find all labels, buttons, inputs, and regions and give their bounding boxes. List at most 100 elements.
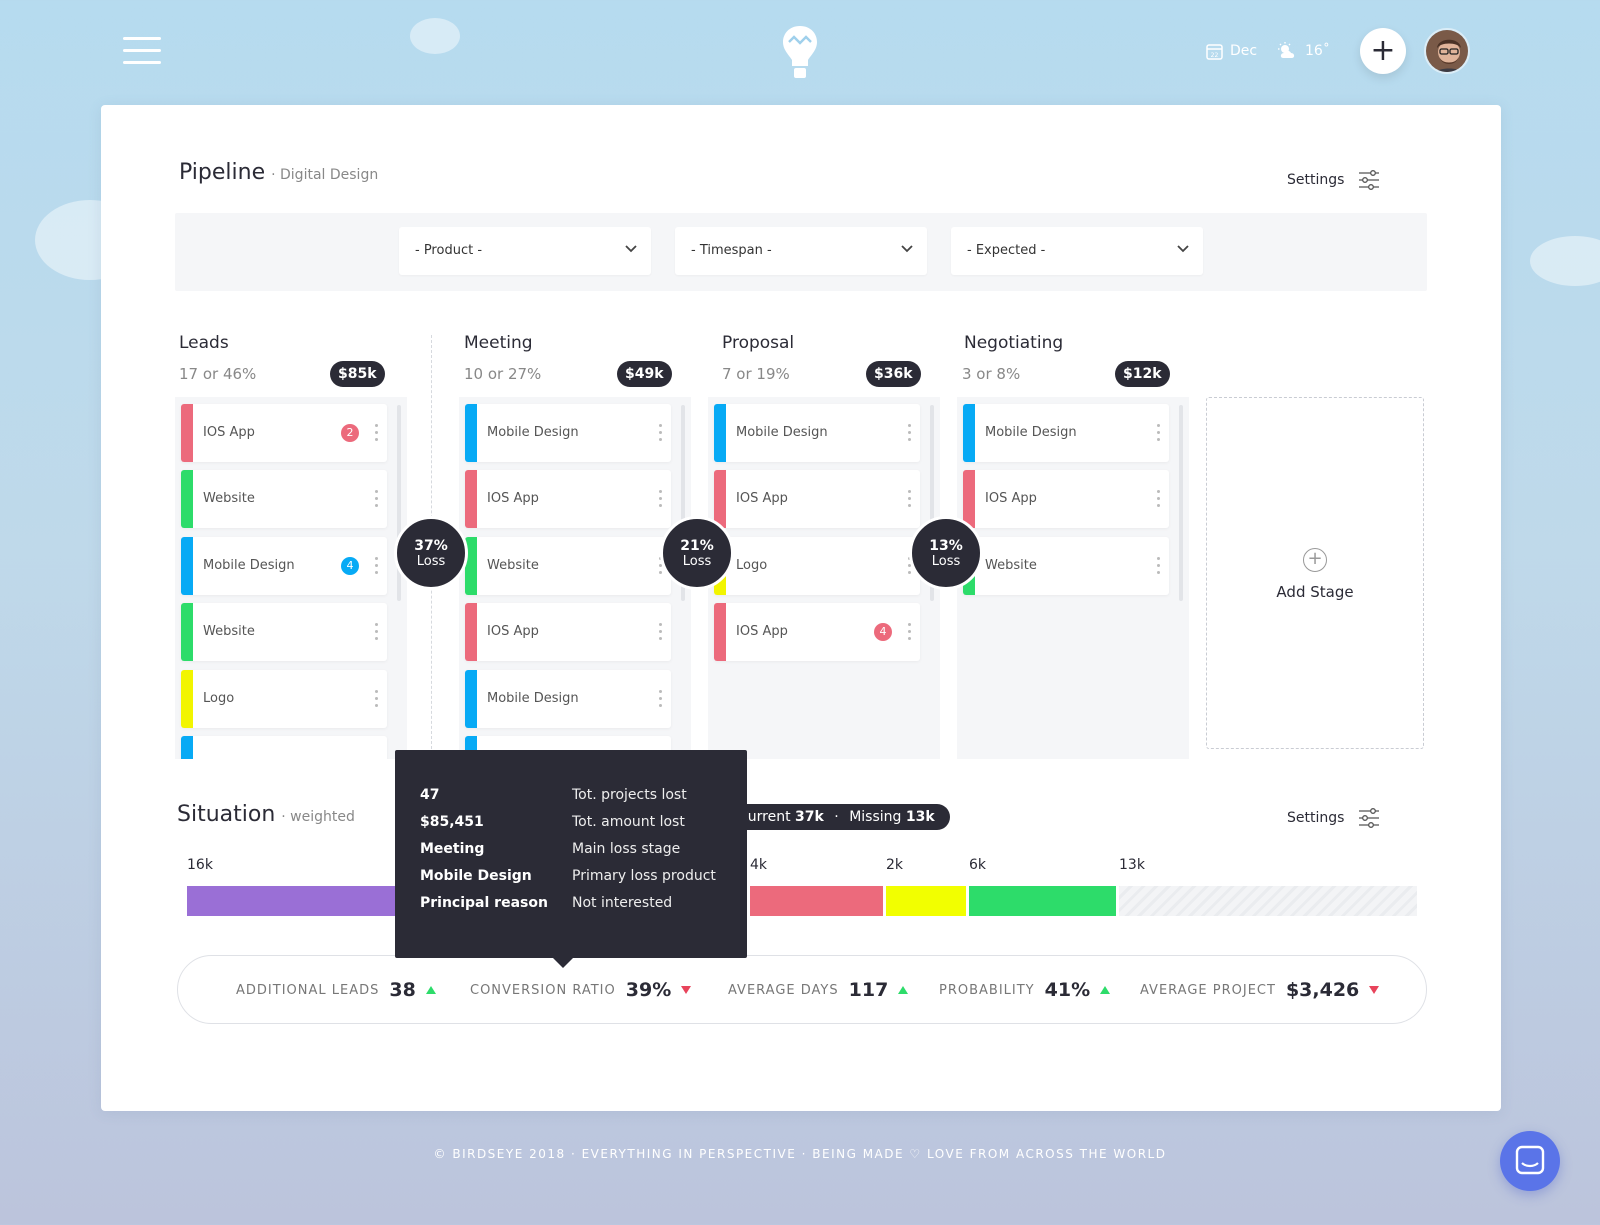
sun-cloud-icon (1278, 42, 1295, 58)
footer-text: © BIRDSEYE 2018 · EVERYTHING IN PERSPECT… (433, 1147, 905, 1161)
add-button[interactable]: + (1360, 28, 1406, 74)
tooltip-row: Meeting Main loss stage (420, 841, 730, 857)
stat-label: ADDITIONAL LEADS (236, 982, 380, 998)
segment-label: 13k (1119, 857, 1145, 873)
deal-card[interactable]: Mobile Design (465, 670, 671, 728)
more-vertical-icon[interactable] (375, 490, 379, 508)
more-vertical-icon[interactable] (659, 623, 663, 641)
more-vertical-icon[interactable] (659, 424, 663, 442)
more-vertical-icon[interactable] (908, 490, 912, 508)
menu-icon[interactable] (123, 37, 161, 65)
column-scrollbar[interactable] (681, 405, 685, 601)
deal-card[interactable]: Logo (714, 537, 920, 595)
deal-card[interactable] (181, 736, 387, 759)
date-display: 22 Dec (1206, 42, 1257, 60)
background-cloud (1530, 236, 1600, 286)
separator: · (834, 809, 839, 825)
deal-card[interactable]: IOS App 4 (714, 603, 920, 661)
segment-bar-missing[interactable] (1119, 886, 1417, 916)
more-vertical-icon[interactable] (1157, 557, 1161, 575)
stage-stat-proposal: 7 or 19% (722, 365, 790, 383)
notification-badge: 4 (874, 623, 892, 641)
deal-card-label: Logo (203, 691, 235, 706)
top-bar: 22 Dec 16˚ + (0, 0, 1600, 104)
deal-card[interactable]: IOS App (465, 603, 671, 661)
timespan-select[interactable]: - Timespan - (675, 227, 927, 275)
segment-bar[interactable] (886, 886, 966, 916)
deal-card[interactable]: Website (181, 603, 387, 661)
tooltip-value: Tot. projects lost (572, 787, 687, 803)
product-select[interactable]: - Product - (399, 227, 651, 275)
segment-bar[interactable] (750, 886, 883, 916)
stage-column-negotiating: Mobile Design IOS App Website (957, 397, 1189, 759)
sliders-icon (1359, 808, 1380, 828)
tooltip-key: Principal reason (420, 895, 548, 911)
avatar[interactable] (1424, 28, 1470, 74)
more-vertical-icon[interactable] (1157, 424, 1161, 442)
more-vertical-icon[interactable] (375, 623, 379, 641)
deal-card[interactable]: IOS App 2 (181, 404, 387, 462)
situation-settings-button[interactable]: Settings (1287, 808, 1380, 828)
add-stage-label: Add Stage (1276, 583, 1354, 601)
deal-card[interactable]: Website (963, 537, 1169, 595)
loss-percent: 13% (929, 538, 963, 554)
chevron-down-icon (1177, 245, 1189, 253)
current-value: 37k (795, 809, 824, 825)
stat-value: 38 (389, 979, 416, 1001)
loss-indicator[interactable]: 21% Loss (660, 516, 734, 590)
missing-value: 13k (905, 809, 935, 825)
filter-bar: - Product - - Timespan - - Expected - (175, 213, 1427, 291)
more-vertical-icon[interactable] (908, 623, 912, 641)
deal-card[interactable]: Website (465, 537, 671, 595)
timespan-select-value: - Timespan - (691, 243, 772, 258)
deal-card[interactable]: Website (181, 470, 387, 528)
segment-label: 2k (886, 857, 904, 873)
tooltip-value: Main loss stage (572, 841, 681, 857)
more-vertical-icon[interactable] (659, 490, 663, 508)
chat-button[interactable] (1500, 1131, 1560, 1191)
background-cloud (410, 18, 460, 54)
segment-bar[interactable] (969, 886, 1116, 916)
tooltip-row: Principal reason Not interested (420, 895, 730, 911)
deal-card[interactable]: IOS App (465, 470, 671, 528)
deal-card[interactable]: Mobile Design (963, 404, 1169, 462)
expected-select[interactable]: - Expected - (951, 227, 1203, 275)
more-vertical-icon[interactable] (375, 557, 379, 575)
deal-card[interactable]: IOS App (963, 470, 1169, 528)
tooltip-arrow (553, 958, 573, 968)
date-label: Dec (1230, 43, 1258, 59)
stat-additional-leads: ADDITIONAL LEADS 38 (236, 979, 436, 1001)
add-stage-button[interactable]: + Add Stage (1206, 397, 1424, 749)
trend-up-icon (425, 986, 436, 994)
stage-title-negotiating: Negotiating (964, 333, 1064, 353)
deal-card[interactable]: Mobile Design (714, 404, 920, 462)
more-vertical-icon[interactable] (908, 424, 912, 442)
deal-card[interactable]: Logo (181, 670, 387, 728)
calendar-icon: 22 (1206, 44, 1223, 60)
heart-icon: ♡ (909, 1147, 922, 1161)
column-scrollbar[interactable] (397, 405, 401, 601)
loss-indicator[interactable]: 37% Loss (394, 516, 468, 590)
deal-card[interactable]: Mobile Design 4 (181, 537, 387, 595)
footer-text-end: LOVE FROM ACROSS THE WORLD (927, 1147, 1167, 1161)
column-scrollbar[interactable] (930, 405, 934, 601)
stat-value: $3,426 (1285, 979, 1360, 1001)
chat-icon (1515, 1145, 1545, 1175)
situation-settings-label: Settings (1287, 810, 1345, 826)
pipeline-settings-button[interactable]: Settings (1287, 170, 1380, 190)
loss-label: Loss (416, 554, 446, 569)
loss-indicator[interactable]: 13% Loss (909, 516, 983, 590)
deal-card[interactable]: IOS App (714, 470, 920, 528)
more-vertical-icon[interactable] (375, 690, 379, 708)
stats-bar: ADDITIONAL LEADS 38 CONVERSION RATIO 39% A… (177, 955, 1427, 1024)
loss-label: Loss (931, 554, 961, 569)
more-vertical-icon[interactable] (375, 424, 379, 442)
segment-label: 4k (750, 857, 768, 873)
column-scrollbar[interactable] (1179, 405, 1183, 601)
tooltip-row: $85,451 Tot. amount lost (420, 814, 730, 830)
deal-card[interactable]: Mobile Design (465, 404, 671, 462)
more-vertical-icon[interactable] (659, 690, 663, 708)
stage-stat-meeting: 10 or 27% (464, 365, 542, 383)
segment-label: 16k (187, 857, 213, 873)
more-vertical-icon[interactable] (1157, 490, 1161, 508)
